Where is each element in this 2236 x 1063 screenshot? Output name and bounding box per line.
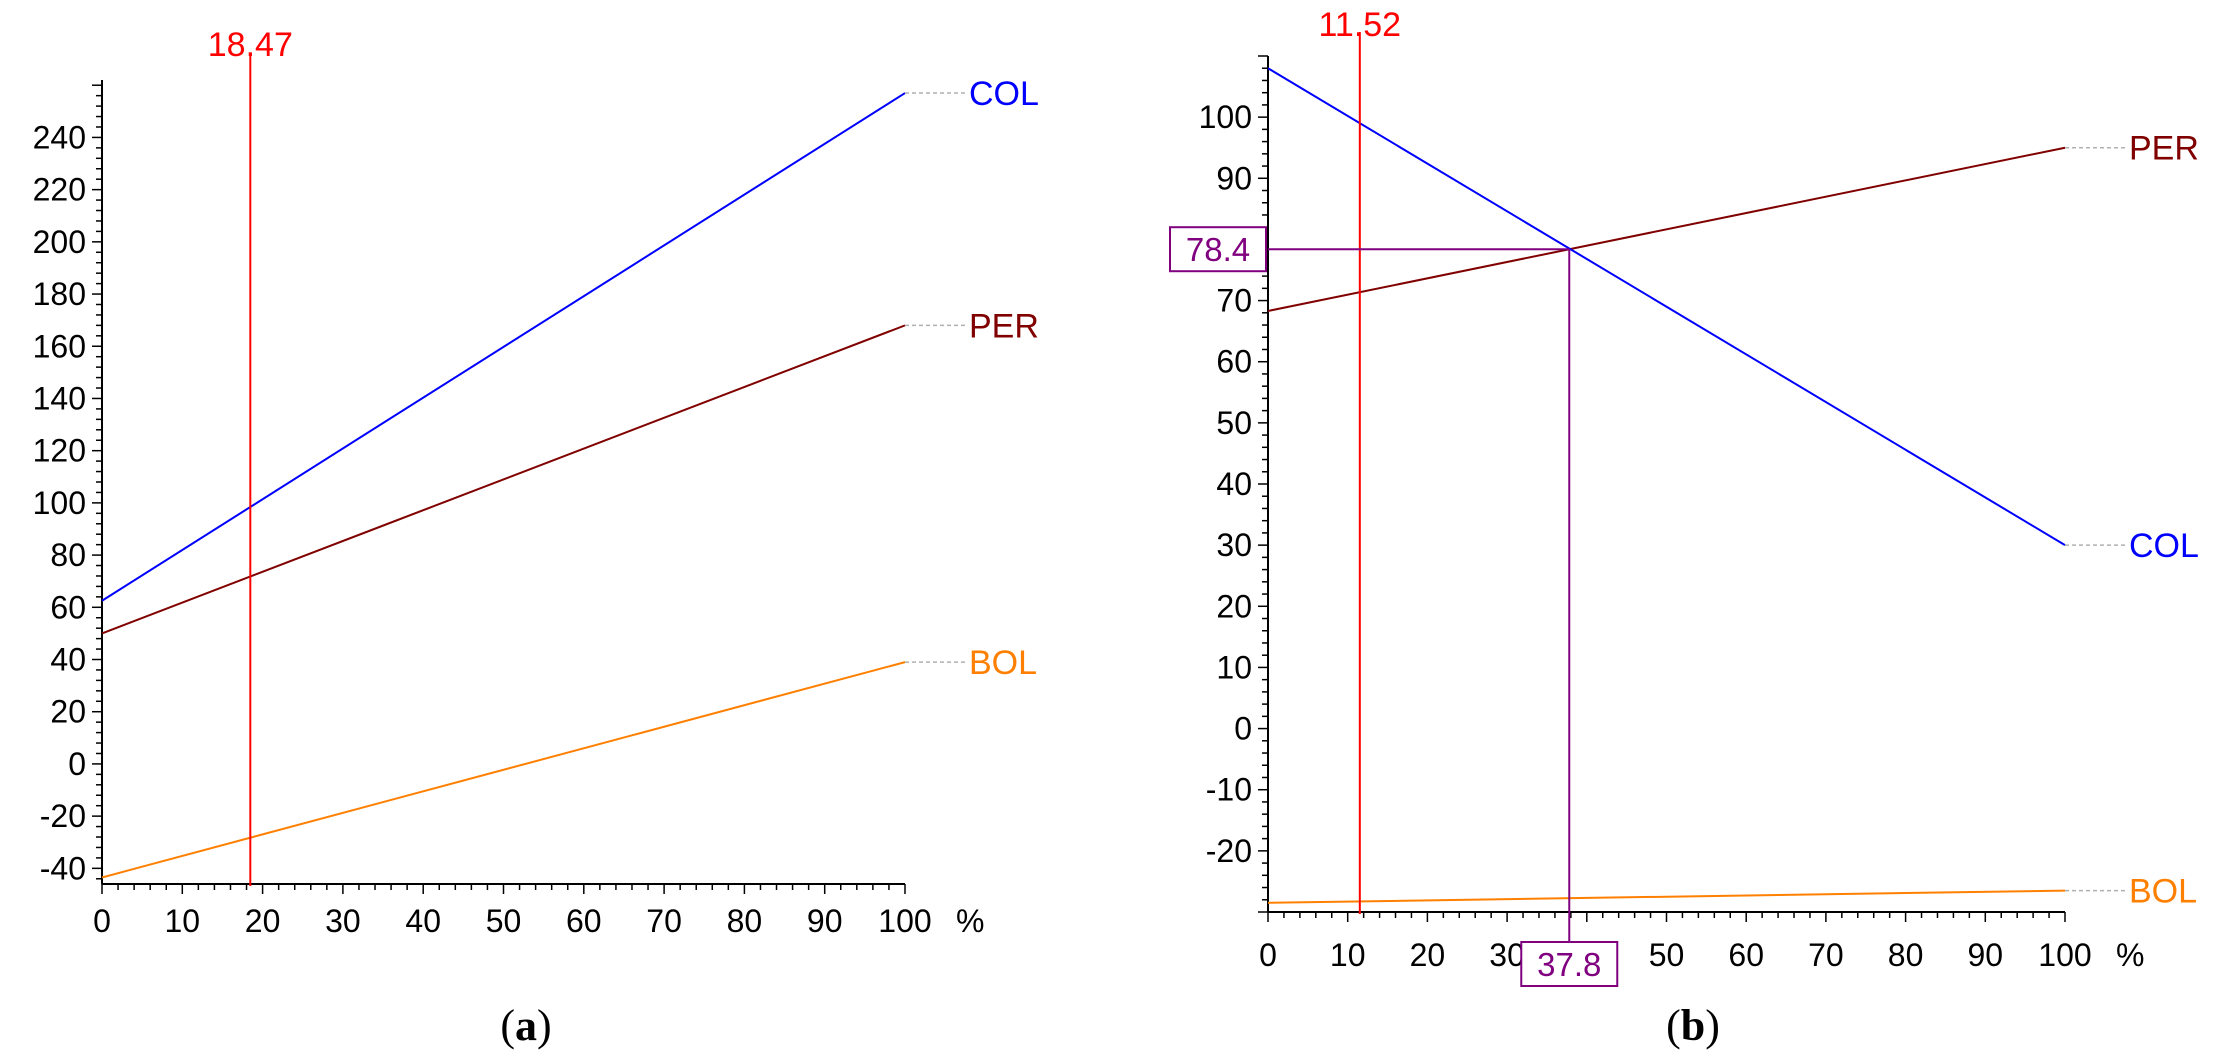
y-tick-label: 90 [1216, 160, 1252, 196]
y-tick-label: 40 [1216, 466, 1252, 502]
x-tick-label: 90 [1968, 937, 2004, 973]
y-tick-label: 50 [1216, 405, 1252, 441]
x-tick-label: 30 [1489, 937, 1525, 973]
caption-open-paren: ( [1666, 1001, 1681, 1050]
x-tick-label: 70 [646, 903, 682, 939]
series-line-per [101, 324, 906, 635]
x-tick-label: 50 [486, 903, 522, 939]
y-tick-label: 60 [50, 589, 86, 625]
x-tick-label: 80 [727, 903, 763, 939]
y-tick-label: 20 [1216, 588, 1252, 624]
caption-close-paren: ) [1705, 1001, 1720, 1050]
y-tick-label: 240 [33, 119, 86, 155]
vertical-marker-label: 18.47 [208, 26, 293, 64]
x-tick-label: 60 [1728, 937, 1764, 973]
caption-letter: a [515, 1001, 537, 1050]
x-tick-label: 20 [1410, 937, 1446, 973]
series-line-col [101, 92, 906, 602]
y-tick-label: 30 [1216, 527, 1252, 563]
y-tick-label: 100 [1199, 99, 1252, 135]
x-tick-label: 30 [325, 903, 361, 939]
intersection-y-value: 78.4 [1186, 231, 1250, 268]
y-tick-label: 220 [33, 172, 86, 208]
intersection-x-value: 37.8 [1537, 946, 1601, 983]
series-line-bol [1267, 889, 2066, 904]
y-tick-label: 100 [33, 485, 86, 521]
y-tick-label: 80 [50, 537, 86, 573]
y-tick-label: 70 [1216, 283, 1252, 319]
x-tick-label: 100 [2038, 937, 2091, 973]
x-tick-label: 20 [245, 903, 281, 939]
series-line-per [1267, 146, 2066, 312]
chart-caption: (b) [1666, 1001, 1720, 1050]
series-line-bol [101, 661, 906, 879]
x-tick-label: 40 [405, 903, 441, 939]
y-tick-label: 40 [50, 642, 86, 678]
y-tick-label: 0 [68, 746, 86, 782]
caption-letter: b [1681, 1001, 1705, 1050]
caption-close-paren: ) [537, 1001, 552, 1050]
x-tick-label: 50 [1649, 937, 1685, 973]
vertical-marker-label: 11.52 [1319, 6, 1402, 44]
y-tick-label: 200 [33, 224, 86, 260]
series-label-per: PER [2129, 130, 2199, 168]
caption-open-paren: ( [500, 1001, 515, 1050]
series-label-col: COL [969, 75, 1039, 113]
y-tick-label: -20 [40, 798, 86, 834]
x-tick-label: 10 [1330, 937, 1366, 973]
y-tick-label: -40 [40, 850, 86, 886]
y-tick-label: 20 [50, 694, 86, 730]
x-tick-label: 90 [807, 903, 843, 939]
series-line-col [1267, 67, 2066, 547]
x-tick-label: 0 [93, 903, 111, 939]
x-tick-label: 60 [566, 903, 602, 939]
x-unit-label: % [956, 903, 984, 939]
x-tick-label: 0 [1259, 937, 1277, 973]
y-tick-label: 10 [1216, 649, 1252, 685]
chart-a: 0 10 20 30 40 50 60 70 80 90 100 % -40 -20 0 20 40 60 80 10… [33, 26, 1039, 1050]
series-label-bol: BOL [2129, 873, 2197, 911]
x-unit-label: % [2116, 937, 2144, 973]
y-tick-label: 180 [33, 276, 86, 312]
y-tick-label: 160 [33, 328, 86, 364]
y-tick-label: 120 [33, 433, 86, 469]
chart-caption: (a) [500, 1001, 551, 1050]
y-tick-label: 0 [1234, 711, 1252, 747]
intersection-y-box [1169, 226, 1267, 273]
chart-b: 0102030405060708090100%-20-1001020304050… [1169, 6, 2199, 1050]
x-tick-label: 70 [1808, 937, 1844, 973]
series-label-col: COL [2129, 527, 2199, 565]
intersection-x-box [1520, 941, 1619, 987]
y-tick-label: 60 [1216, 344, 1252, 380]
y-tick-label: -20 [1206, 833, 1252, 869]
series-label-per: PER [969, 307, 1039, 345]
y-tick-label: -10 [1206, 772, 1252, 808]
y-tick-label: 140 [33, 380, 86, 416]
x-tick-label: 80 [1888, 937, 1924, 973]
x-tick-label: 10 [165, 903, 201, 939]
x-tick-label: 100 [878, 903, 931, 939]
series-label-bol: BOL [969, 644, 1037, 682]
